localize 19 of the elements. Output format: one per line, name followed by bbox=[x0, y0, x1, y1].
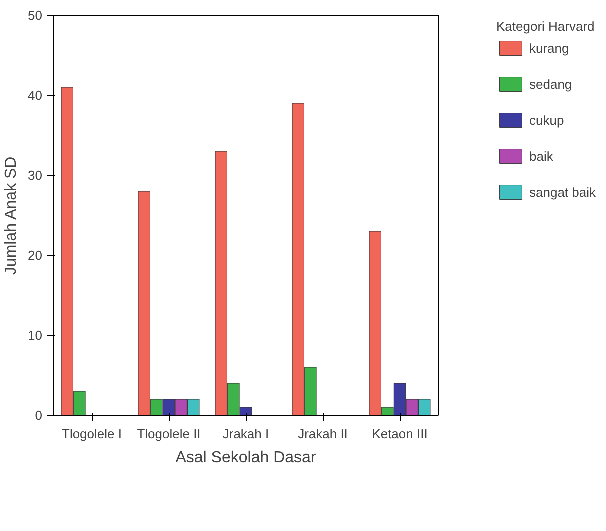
y-tick-label: 50 bbox=[28, 8, 43, 23]
x-tick-label: Jrakah II bbox=[298, 426, 348, 442]
legend-label: sedang bbox=[530, 76, 572, 92]
y-tick-label: 0 bbox=[35, 408, 43, 423]
y-tick-label: 20 bbox=[28, 248, 43, 263]
x-tick-label: Tlogolele I bbox=[62, 426, 122, 442]
x-axis-title: Asal Sekolah Dasar bbox=[176, 450, 317, 466]
legend-label: cukup bbox=[530, 112, 564, 128]
legend-label: sangat baik bbox=[530, 184, 596, 200]
legend-label: kurang bbox=[530, 40, 570, 56]
x-tick-label: Tlogolele II bbox=[137, 426, 201, 442]
x-tick-label: Jrakah I bbox=[222, 426, 270, 442]
legend-label: baik bbox=[530, 148, 554, 164]
y-tick-label: 10 bbox=[28, 328, 43, 343]
x-tick-label: Ketaon III bbox=[372, 426, 428, 442]
y-axis-title: Jumlah Anak SD bbox=[3, 156, 20, 276]
legend-title: Kategori Harvard bbox=[496, 19, 596, 34]
y-tick-label: 30 bbox=[28, 168, 43, 183]
y-tick-label: 40 bbox=[28, 88, 43, 103]
